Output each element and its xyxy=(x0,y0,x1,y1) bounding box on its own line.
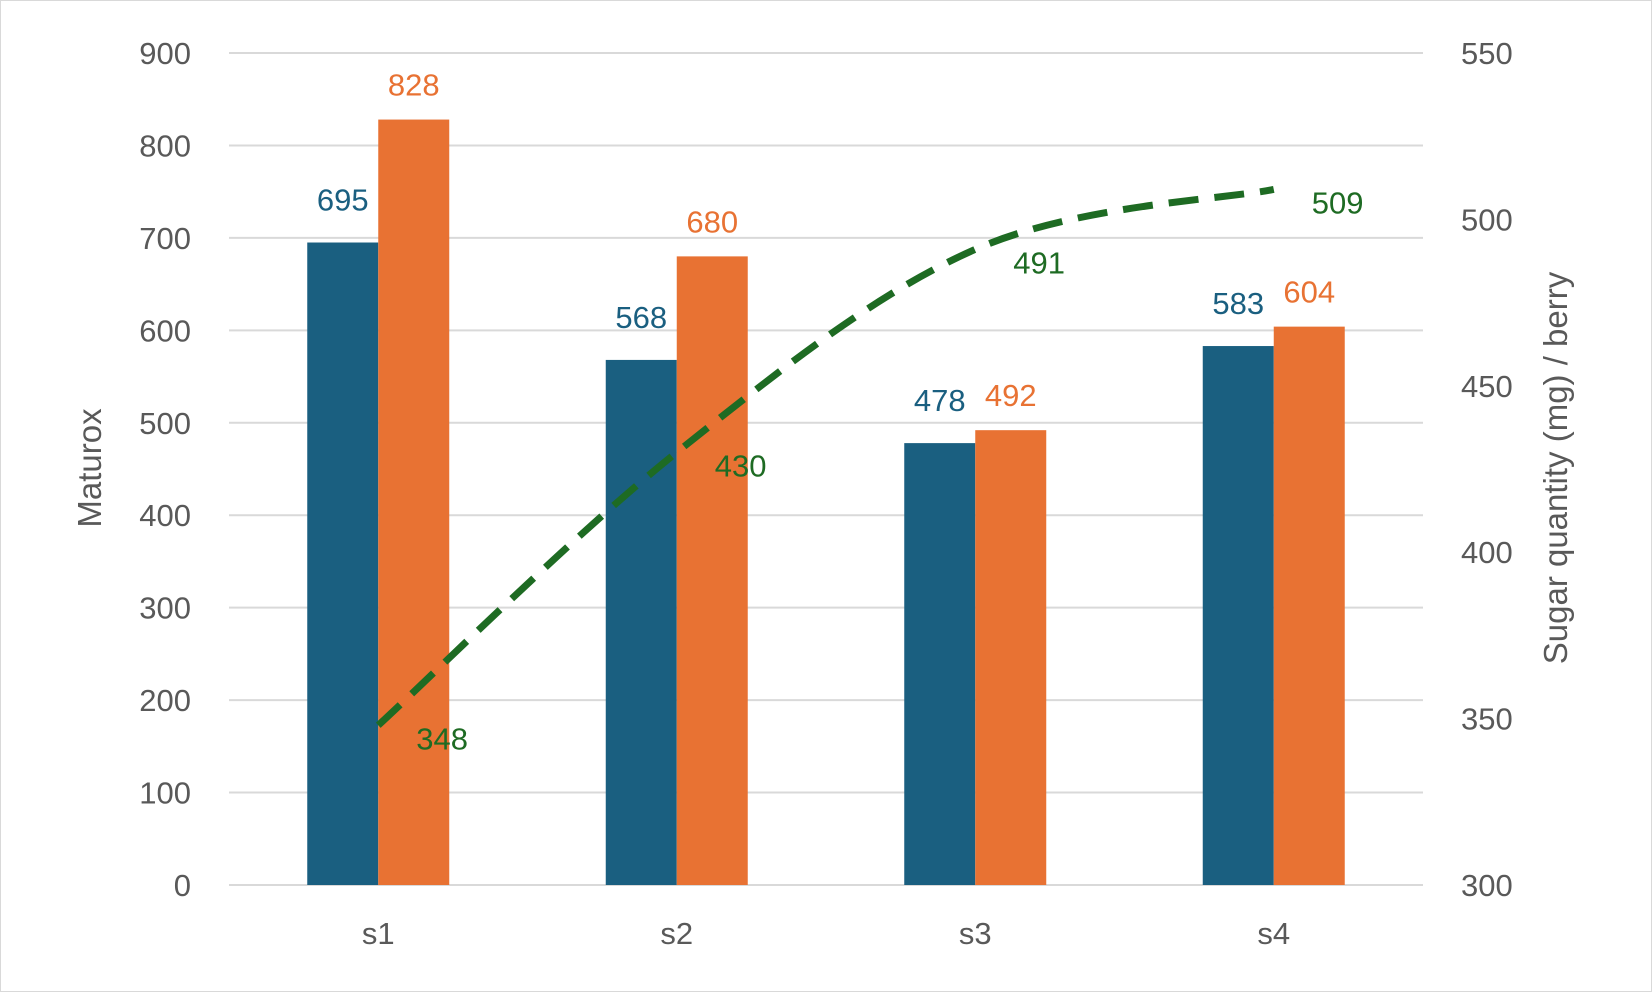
left-tick-label: 600 xyxy=(139,313,191,348)
y-axis-title-left: Maturox xyxy=(71,408,108,528)
right-tick-label: 550 xyxy=(1461,36,1513,71)
line-data-label: 509 xyxy=(1312,185,1364,220)
line-data-label: 491 xyxy=(1013,245,1065,280)
bar xyxy=(975,430,1047,885)
left-tick-label: 0 xyxy=(174,868,191,903)
bar xyxy=(904,443,976,885)
category-labels: s1 s2 s3 s4 xyxy=(362,916,1290,951)
bar-data-label: 583 xyxy=(1212,286,1264,321)
left-tick-label: 300 xyxy=(139,591,191,626)
sugar-line xyxy=(375,186,1275,728)
data-labels: 695 568 478 583 828 680 492 604 348 430 491 509 xyxy=(317,68,1364,757)
bar-data-label: 604 xyxy=(1283,275,1335,310)
bar-data-label: 695 xyxy=(317,183,369,218)
bar xyxy=(1202,346,1274,885)
category-label: s1 xyxy=(362,916,395,951)
bar-data-label: 568 xyxy=(615,300,667,335)
bar-data-label: 492 xyxy=(985,378,1037,413)
bar-data-label: 478 xyxy=(914,383,966,418)
bar xyxy=(378,119,450,885)
bar xyxy=(676,256,748,885)
left-axis-ticks: 0 100 200 300 400 500 600 700 800 900 xyxy=(139,36,191,903)
bar xyxy=(605,359,677,886)
right-tick-label: 350 xyxy=(1461,702,1513,737)
left-tick-label: 700 xyxy=(139,221,191,256)
bar-data-label: 680 xyxy=(686,204,738,239)
right-axis-ticks: 300 350 400 450 500 550 xyxy=(1461,36,1513,903)
bars xyxy=(307,119,1345,886)
right-tick-label: 300 xyxy=(1461,868,1513,903)
line-data-label: 430 xyxy=(715,448,767,483)
bar xyxy=(1273,326,1345,885)
y-axis-title-right: Sugar quantity (mg) / berry xyxy=(1537,271,1574,664)
right-tick-label: 400 xyxy=(1461,535,1513,570)
left-tick-label: 500 xyxy=(139,406,191,441)
right-tick-label: 500 xyxy=(1461,202,1513,237)
left-tick-label: 200 xyxy=(139,683,191,718)
left-tick-label: 400 xyxy=(139,498,191,533)
left-tick-label: 900 xyxy=(139,36,191,71)
left-tick-label: 800 xyxy=(139,128,191,163)
sugar-line-path xyxy=(375,186,1275,728)
line-data-label: 348 xyxy=(416,721,468,756)
bar-data-label: 828 xyxy=(388,68,440,103)
category-label: s4 xyxy=(1257,916,1290,951)
right-tick-label: 450 xyxy=(1461,369,1513,404)
category-label: s2 xyxy=(660,916,693,951)
category-label: s3 xyxy=(959,916,992,951)
left-tick-label: 100 xyxy=(139,776,191,811)
bar xyxy=(307,242,379,885)
